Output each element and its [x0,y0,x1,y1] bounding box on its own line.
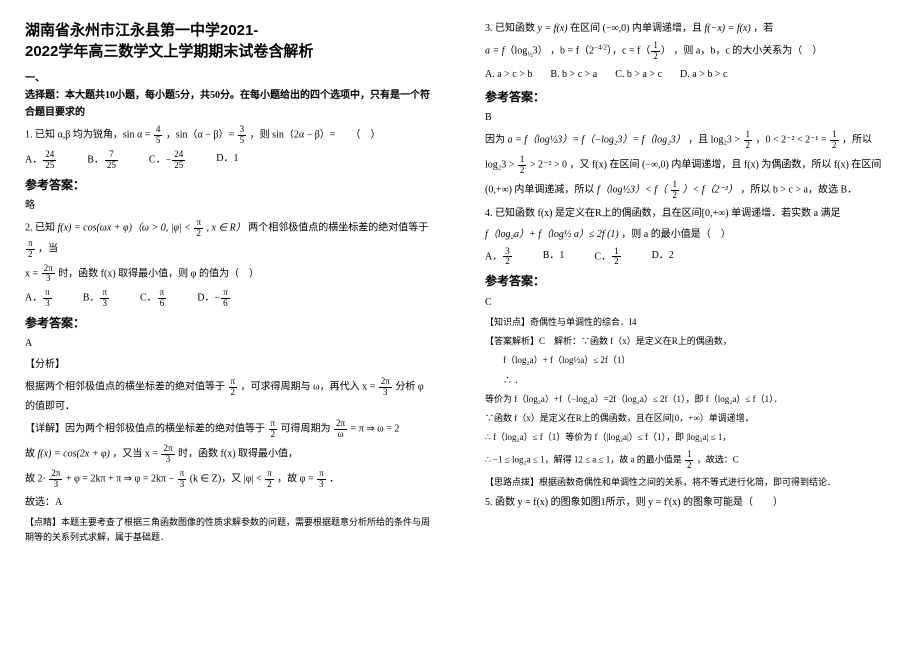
q3-abc: a = f（log½3） ，b = f（2−4/2），c = f（12） ，则 … [485,41,895,62]
question-5: 5. 函数 y = f(x) 的图象如图1所示，则 y = f'(x) 的图象可… [485,494,895,511]
q4-jiexi-c: ∴ ． [485,373,895,388]
section-1-head: 一、 选择题：本大题共10小题，每小题5分，共50分。在每小题给出的四个选项中，… [25,70,435,121]
q4-jiexi-b: f（log₂a）+ f（log½a）≤ 2f（1） [485,353,895,368]
answer-label: 参考答案： [485,87,895,107]
q3-explain-3: (0,+∞) 内单调递减，所以 f（log½3）< f（ 12 ）< f（2⁻²… [485,180,895,201]
option-d: D．−π6 [197,288,230,309]
question-2: 2. 已知 f(x) = cos(ωx + φ)（ω > 0, |φ| < π2… [25,218,435,260]
q4-silu: 【思路点拨】根据函数奇偶性和单调性之间的关系，将不等式进行化简，即可得到结论． [485,475,895,490]
right-column: 3. 已知函数 y = f(x) 在区间 (−∞,0) 内单调递增，且 f(−x… [460,0,920,651]
option-d: D．1 [216,150,238,171]
option-d: D. a > b > c [680,66,727,83]
answer-label: 参考答案： [25,313,435,333]
q4-jiexi-d: 等价为 f（log₂a）+f（−log₂a）=2f（log₂a）≤ 2f（1），… [485,392,895,407]
question-3: 3. 已知函数 y = f(x) 在区间 (−∞,0) 内单调递增，且 f(−x… [485,20,895,37]
frac-icon: 35 [238,125,247,146]
answer-label: 参考答案： [25,175,435,195]
q4-jiexi-e: ∵函数 f（x）是定义在R上的偶函数，且在区间[0，+∞）单调递增， [485,411,895,426]
q4-jiexi-f: ∴ f（log₂a）≤ f（1）等价为 f（|log₂a|）≤ f（1），即 |… [485,430,895,445]
option-c: C．π6 [140,288,167,309]
answer-label: 参考答案： [485,271,895,291]
q2-fenxi-label: 【分析】 [25,356,435,373]
q2-gu2: 故 2· 2π3 + φ = 2kπ + π ⇒ φ = 2kπ − π3 (k… [25,469,435,490]
q2-options: A．π3 B．π3 C．π6 D．−π6 [25,288,435,309]
q1-options: A．2425 B．725 C．−2425 D．1 [25,150,435,171]
frac-icon: 45 [154,125,163,146]
q2-dianjing: 【点睛】本题主要考查了根据三角函数图像的性质求解参数的问题，需要根据题意分析所给… [25,515,435,546]
q4-jiexi-a: 【答案解析】C 解析：∵函数 f（x）是定义在R上的偶函数， [485,334,895,349]
option-c: C．−2425 [149,150,186,171]
left-column: 湖南省永州市江永县第一中学2021- 2022学年高三数学文上学期期末试卷含解析… [0,0,460,651]
question-4: 4. 已知函数 f(x) 是定义在R上的偶函数，且在区间[0,+∞) 单调递增．… [485,205,895,222]
q3-explain-1: 因为 a = f（log½3）= f（−log₂3）= f（log₂3） ，且 … [485,130,895,151]
title-line-2: 2022学年高三数学文上学期期末试卷含解析 [25,43,313,60]
q4-zhishidian: 【知识点】奇偶性与单调性的综合．I4 [485,315,895,330]
option-a: A．2425 [25,150,57,171]
option-c: C．12 [594,247,621,268]
page-title: 湖南省永州市江永县第一中学2021- 2022学年高三数学文上学期期末试卷含解析 [25,20,435,62]
q4-answer: C [485,294,895,311]
option-b: B．1 [543,247,565,268]
option-d: D．2 [652,247,674,268]
title-line-1: 湖南省永州市江永县第一中学2021- [25,22,258,39]
q2-fenxi-text: 根据两个相邻极值点的横坐标差的绝对值等于 π2 ，可求得周期与 ω，再代入 x … [25,377,435,415]
q2-choice: 故选：A [25,494,435,511]
option-b: B．725 [87,150,119,171]
option-c: C. b > a > c [615,66,662,83]
q4-options: A．32 B．1 C．12 D．2 [485,247,895,268]
q3-answer: B [485,109,895,126]
q2-answer: A [25,335,435,352]
q3-explain-2: log₂3 > 12 > 2⁻² > 0 ，又 f(x) 在区间 (−∞,0) … [485,155,895,176]
option-b: B. b > c > a [550,66,597,83]
option-a: A．32 [485,247,513,268]
q1-answer: 略 [25,197,435,214]
exam-page: 湖南省永州市江永县第一中学2021- 2022学年高三数学文上学期期末试卷含解析… [0,0,920,651]
option-a: A. a > c > b [485,66,532,83]
q2-line2: x = 2π3 时，函数 f(x) 取得最小值，则 φ 的值为（ ） [25,264,435,285]
q2-detail: 【详解】因为两个相邻极值点的横坐标差的绝对值等于 π2 可得周期为 2πω = … [25,419,435,440]
q2-gu: 故 f(x) = cos(2x + φ) ，又当 x = 2π3 时，函数 f(… [25,444,435,465]
option-b: B．π3 [83,288,110,309]
q4-jiexi-g: ∴ −1 ≤ log₂a ≤ 1，解得 12 ≤ a ≤ 1，故 a 的最小值是… [485,450,895,471]
option-a: A．π3 [25,288,53,309]
q3-options: A. a > c > b B. b > c > a C. b > a > c D… [485,66,895,83]
q4-expr: f（log₂a）+ f（log½ a）≤ 2f (1) ，则 a 的最小值是（ … [485,226,895,243]
question-1: 1. 已知 α,β 均为锐角，sin α = 45 ，sin（α − β）= 3… [25,125,435,146]
